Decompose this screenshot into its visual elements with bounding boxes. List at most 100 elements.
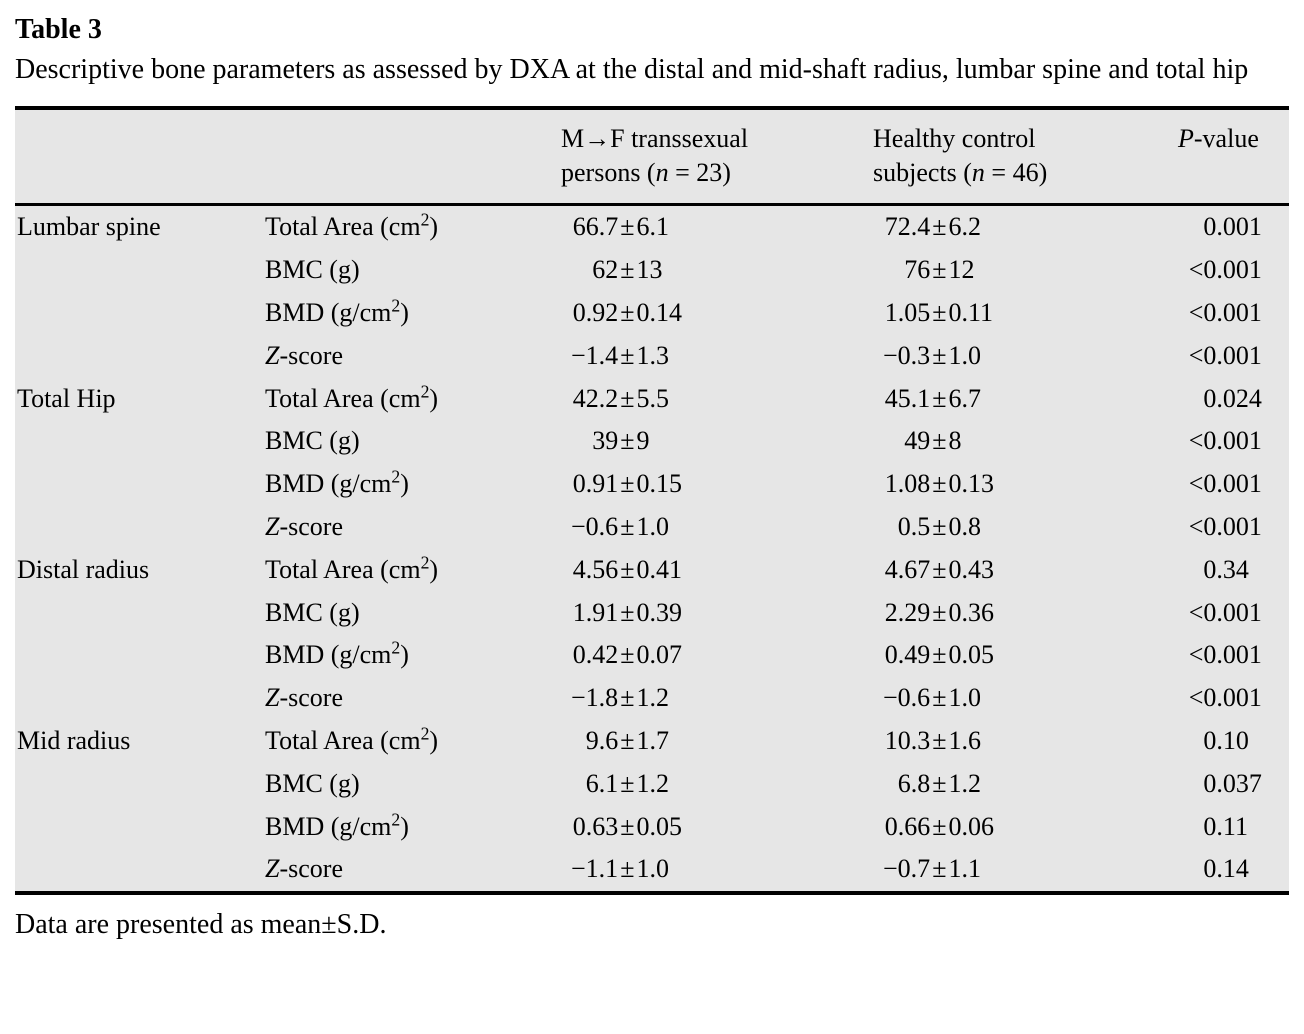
value-cell-control: 1.05±0.11	[873, 292, 1158, 335]
p-value: <0.001	[1188, 340, 1262, 370]
value-cell-transsexual: −1.4±1.3	[561, 335, 873, 378]
mean-sd-value: 0.66±0.06	[884, 811, 994, 841]
mean-sd-value: 49±8	[904, 426, 962, 456]
table-row: Distal radius Total Area (cm2) 4.56±0.41 4.…	[15, 549, 1289, 592]
p-value: 0.037	[1203, 768, 1262, 798]
region-cell: Mid radius	[17, 725, 131, 755]
region-cell: Total Hip	[17, 383, 116, 413]
value-cell-transsexual: 0.42±0.07	[561, 634, 873, 677]
mean-sd-value: 1.91±0.39	[572, 597, 682, 627]
pvalue-cell: <0.001	[1158, 634, 1289, 677]
region-cell	[15, 634, 265, 677]
mean-sd-value: 9.6±1.7	[585, 725, 669, 755]
region-cell: Lumbar spine	[17, 212, 161, 242]
mean-sd-value: 0.42±0.07	[572, 640, 682, 670]
value-cell-transsexual: 42.2±5.5	[561, 378, 873, 421]
mean-sd-value: −0.6±1.0	[571, 511, 669, 541]
p-value: 0.34	[1203, 554, 1249, 584]
pvalue-cell: <0.001	[1158, 292, 1289, 335]
table-row: Total Hip Total Area (cm2) 42.2±5.5 45.1±6.…	[15, 378, 1289, 421]
mean-sd-value: −1.1±1.0	[571, 854, 669, 884]
parameter-cell: Z-score	[265, 340, 343, 370]
value-cell-transsexual: 1.91±0.39	[561, 592, 873, 635]
pvalue-cell: <0.001	[1158, 592, 1289, 635]
mean-sd-value: 6.1±1.2	[585, 768, 669, 798]
p-value: 0.14	[1203, 854, 1249, 884]
parameter-cell: Z-score	[265, 511, 343, 541]
parameter-cell: Z-score	[265, 854, 343, 884]
region-cell: Distal radius	[17, 554, 150, 584]
p-value: <0.001	[1188, 255, 1262, 285]
mean-sd-value: 0.63±0.05	[572, 811, 682, 841]
parameter-cell: BMD (g/cm2)	[265, 466, 409, 499]
parameter-cell: Z-score	[265, 683, 343, 713]
pvalue-cell: <0.001	[1158, 420, 1289, 463]
parameter-cell: BMD (g/cm2)	[265, 808, 409, 841]
mean-sd-value: 0.92±0.14	[572, 297, 682, 327]
mean-sd-value: 1.08±0.13	[884, 469, 994, 499]
p-value: <0.001	[1188, 297, 1262, 327]
mean-sd-value: 0.49±0.05	[884, 640, 994, 670]
region-cell	[15, 292, 265, 335]
value-cell-control: 49±8	[873, 420, 1158, 463]
value-cell-control: 2.29±0.36	[873, 592, 1158, 635]
table-row: BMC (g) 39±9 49±8 <0.001	[15, 420, 1289, 463]
mean-sd-value: 45.1±6.7	[884, 383, 981, 413]
page: Table 3 Descriptive bone parameters as a…	[15, 14, 1289, 940]
p-value: <0.001	[1188, 597, 1262, 627]
value-cell-transsexual: 0.91±0.15	[561, 463, 873, 506]
value-cell-control: 76±12	[873, 249, 1158, 292]
table-caption: Descriptive bone parameters as assessed …	[15, 54, 1249, 85]
table-row: BMD (g/cm2) 0.42±0.07 0.49±0.05 <0.001	[15, 634, 1289, 677]
pvalue-cell: 0.001	[1158, 205, 1289, 249]
region-cell	[15, 249, 265, 292]
parameter-cell: BMD (g/cm2)	[265, 295, 409, 327]
value-cell-control: 6.8±1.2	[873, 763, 1158, 806]
table-body: Lumbar spine Total Area (cm2) 66.7±6.1 72.4…	[15, 205, 1289, 891]
value-cell-control: 1.08±0.13	[873, 463, 1158, 506]
value-cell-transsexual: 66.7±6.1	[561, 205, 873, 249]
pvalue-cell: 0.10	[1158, 720, 1289, 763]
header-row: M→F transsexual persons (n = 23) Healthy …	[15, 110, 1289, 205]
value-cell-control: 10.3±1.6	[873, 720, 1158, 763]
p-value: 0.001	[1203, 212, 1262, 242]
value-cell-transsexual: −1.8±1.2	[561, 677, 873, 720]
table-row: BMC (g) 62±13 76±12 <0.001	[15, 249, 1289, 292]
value-cell-transsexual: 9.6±1.7	[561, 720, 873, 763]
value-cell-control: 0.49±0.05	[873, 634, 1158, 677]
parameter-cell: Total Area (cm2)	[265, 552, 439, 584]
parameter-cell: BMC (g)	[265, 597, 360, 627]
table-row: Lumbar spine Total Area (cm2) 66.7±6.1 72.4…	[15, 205, 1289, 249]
value-cell-transsexual: 0.92±0.14	[561, 292, 873, 335]
mean-sd-value: 42.2±5.5	[572, 383, 669, 413]
value-cell-control: −0.6±1.0	[873, 677, 1158, 720]
mean-sd-value: 2.29±0.36	[884, 597, 994, 627]
table-row: Z-score −1.8±1.2 −0.6±1.0 <0.001	[15, 677, 1289, 720]
p-value: 0.11	[1203, 811, 1248, 841]
value-cell-control: 0.66±0.06	[873, 806, 1158, 849]
pvalue-cell: <0.001	[1158, 506, 1289, 549]
mean-sd-value: 4.67±0.43	[884, 554, 994, 584]
region-cell	[15, 677, 265, 720]
mean-sd-value: 76±12	[904, 255, 975, 285]
parameter-cell: BMC (g)	[265, 426, 360, 456]
parameter-cell: BMD (g/cm2)	[265, 637, 409, 670]
region-cell	[15, 335, 265, 378]
p-value: <0.001	[1188, 469, 1262, 499]
pvalue-cell: <0.001	[1158, 335, 1289, 378]
p-value: <0.001	[1188, 683, 1262, 713]
value-cell-transsexual: 39±9	[561, 420, 873, 463]
region-cell	[15, 806, 265, 849]
pvalue-cell: 0.024	[1158, 378, 1289, 421]
mean-sd-value: 6.8±1.2	[897, 768, 981, 798]
parameter-cell: BMC (g)	[265, 768, 360, 798]
value-cell-control: 4.67±0.43	[873, 549, 1158, 592]
parameter-cell: Total Area (cm2)	[265, 380, 439, 413]
mean-sd-value: −1.8±1.2	[571, 683, 669, 713]
header-region	[15, 110, 265, 205]
mean-sd-value: 10.3±1.6	[884, 725, 981, 755]
value-cell-transsexual: −0.6±1.0	[561, 506, 873, 549]
header-parameter	[265, 110, 561, 205]
table-row: BMC (g) 1.91±0.39 2.29±0.36 <0.001	[15, 592, 1289, 635]
pvalue-cell: <0.001	[1158, 249, 1289, 292]
